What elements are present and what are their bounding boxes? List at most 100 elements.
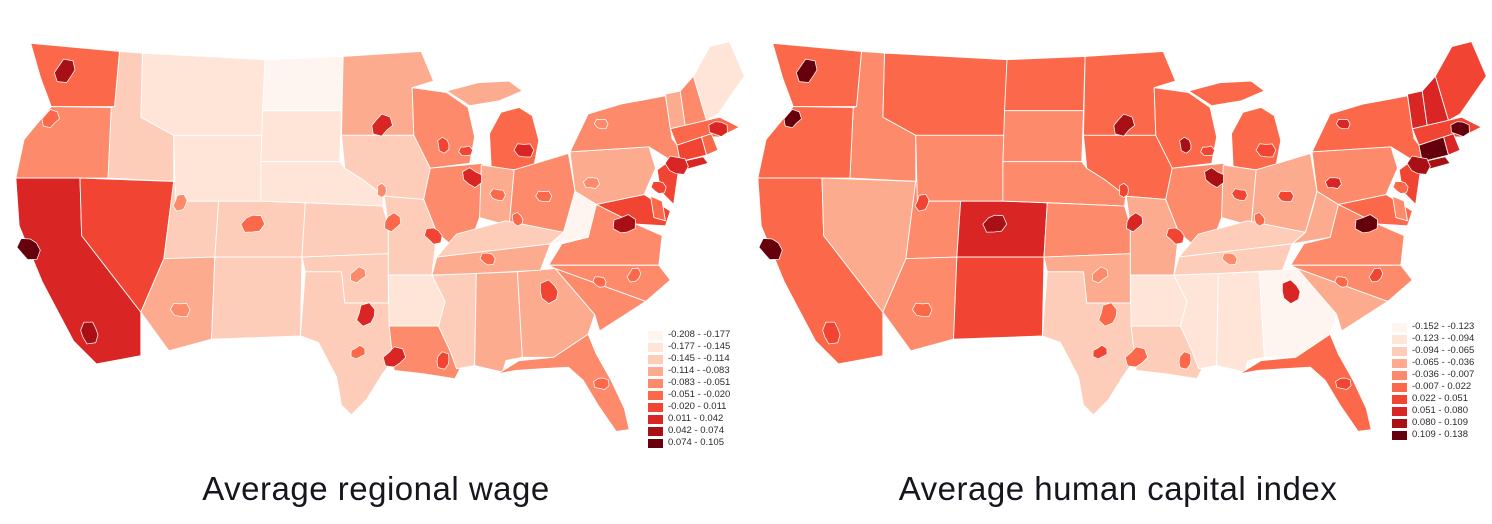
region-RI xyxy=(701,133,719,156)
metro-kansas_city xyxy=(1126,212,1144,233)
legend-swatch xyxy=(648,354,663,364)
metro-detroit xyxy=(513,143,535,158)
metro-milwaukee xyxy=(458,145,473,157)
legend-label: -0.020 - 0.011 xyxy=(668,401,727,412)
legend-label: -0.152 - -0.123 xyxy=(1412,321,1475,332)
legend-row: 0.022 - 0.051 xyxy=(1392,394,1492,404)
legend-swatch xyxy=(648,330,663,340)
legend-row: 0.011 - 0.042 xyxy=(648,414,766,424)
legend-wage: -0.208 - -0.177 -0.177 - -0.145 -0.145 - -… xyxy=(648,330,766,448)
metro-dallas xyxy=(1098,302,1118,327)
map-average-human-capital-index xyxy=(748,0,1488,468)
region-ND xyxy=(1004,55,1086,112)
region-DE xyxy=(650,195,666,222)
legend-swatch xyxy=(648,402,663,412)
metro-cincinnati xyxy=(1254,212,1266,227)
legend-row: -0.020 - 0.011 xyxy=(648,402,766,412)
metro-phoenix xyxy=(169,302,191,317)
legend-swatch xyxy=(648,366,663,376)
legend-label: -0.036 - -0.007 xyxy=(1412,369,1475,380)
region-AL xyxy=(474,271,523,373)
metro-buffalo xyxy=(1335,118,1351,130)
legend-swatch xyxy=(1392,322,1407,332)
metro-nyc xyxy=(1406,155,1431,175)
metro-denver xyxy=(240,214,266,233)
metro-austin xyxy=(1092,344,1108,360)
region-WA xyxy=(30,42,120,108)
metro-pittsburgh xyxy=(1325,177,1342,189)
metro-milwaukee xyxy=(1200,145,1215,157)
metro-philadelphia xyxy=(1392,181,1409,194)
region-ND xyxy=(262,55,344,112)
us-map-svg-hci xyxy=(757,41,1487,432)
legend-row: -0.114 - -0.083 xyxy=(648,366,766,376)
region-OR xyxy=(15,106,112,179)
metro-oklahoma_city xyxy=(349,266,367,284)
metro-charlotte xyxy=(1334,276,1349,288)
metro-cincinnati xyxy=(512,212,524,227)
region-WY xyxy=(173,134,263,202)
legend-swatch xyxy=(648,390,663,400)
legend-label: 0.074 - 0.105 xyxy=(668,437,724,448)
legend-swatch xyxy=(648,414,663,424)
region-OR xyxy=(757,106,854,179)
region-MI xyxy=(489,106,540,171)
legend-swatch xyxy=(648,426,663,436)
legend-label: 0.109 - 0.138 xyxy=(1412,429,1468,440)
panel-average-regional-wage: -0.208 - -0.177 -0.177 - -0.145 -0.145 - -… xyxy=(6,0,746,524)
metro-houston xyxy=(1124,346,1149,368)
metro-raleigh xyxy=(626,267,642,283)
metro-salt_lake_city xyxy=(914,193,930,212)
region-KS xyxy=(301,202,389,258)
legend-hci: -0.152 - -0.123 -0.123 - -0.094 -0.094 - -… xyxy=(1392,322,1492,440)
metro-seattle xyxy=(53,58,76,83)
legend-label: -0.208 - -0.177 xyxy=(668,329,731,340)
legend-swatch xyxy=(1392,346,1407,356)
region-SD xyxy=(1002,110,1084,163)
legend-swatch xyxy=(648,378,663,388)
legend-row: -0.083 - -0.051 xyxy=(648,378,766,388)
metro-detroit xyxy=(1255,143,1277,158)
legend-row: -0.123 - -0.094 xyxy=(1392,334,1492,344)
legend-label: -0.007 - 0.022 xyxy=(1412,381,1472,392)
map-title-wage: Average regional wage xyxy=(202,470,550,507)
metro-omaha xyxy=(376,182,387,198)
metro-new_orleans xyxy=(436,351,450,370)
region-RI xyxy=(1443,133,1461,156)
metro-phoenix xyxy=(911,302,933,317)
legend-row: -0.145 - -0.114 xyxy=(648,354,766,364)
metro-nashville xyxy=(479,252,496,266)
legend-label: -0.123 - -0.094 xyxy=(1412,333,1475,344)
metro-indianapolis xyxy=(1231,188,1248,202)
metro-st_louis xyxy=(423,227,443,245)
legend-row: -0.065 - -0.036 xyxy=(1392,358,1492,368)
region-MI xyxy=(1231,106,1282,171)
metro-st_louis xyxy=(1165,227,1185,245)
metro-bay_area xyxy=(16,238,41,261)
region-NY xyxy=(569,95,686,161)
metro-dc xyxy=(612,214,636,234)
legend-row: -0.152 - -0.123 xyxy=(1392,322,1492,332)
legend-row: 0.042 - 0.074 xyxy=(648,426,766,436)
metro-kansas_city xyxy=(384,212,402,233)
legend-swatch xyxy=(1392,382,1407,392)
region-FL xyxy=(1239,333,1372,432)
metro-seattle xyxy=(795,58,818,83)
metro-pittsburgh xyxy=(583,177,600,189)
metro-houston xyxy=(382,346,407,368)
region-AL xyxy=(1216,271,1265,373)
legend-row: -0.007 - 0.022 xyxy=(1392,382,1492,392)
metro-los_angeles xyxy=(822,321,841,345)
legend-label: 0.080 - 0.109 xyxy=(1412,417,1468,428)
legend-label: -0.177 - -0.145 xyxy=(668,341,731,352)
region-WA xyxy=(772,42,862,108)
legend-swatch xyxy=(1392,358,1407,368)
legend-label: -0.145 - -0.114 xyxy=(668,353,730,364)
region-MT xyxy=(882,52,1008,136)
legend-swatch xyxy=(1392,334,1407,344)
legend-swatch xyxy=(1392,406,1407,416)
legend-swatch xyxy=(1392,370,1407,380)
legend-row: 0.074 - 0.105 xyxy=(648,438,766,448)
map-title-hci: Average human capital index xyxy=(898,470,1338,507)
